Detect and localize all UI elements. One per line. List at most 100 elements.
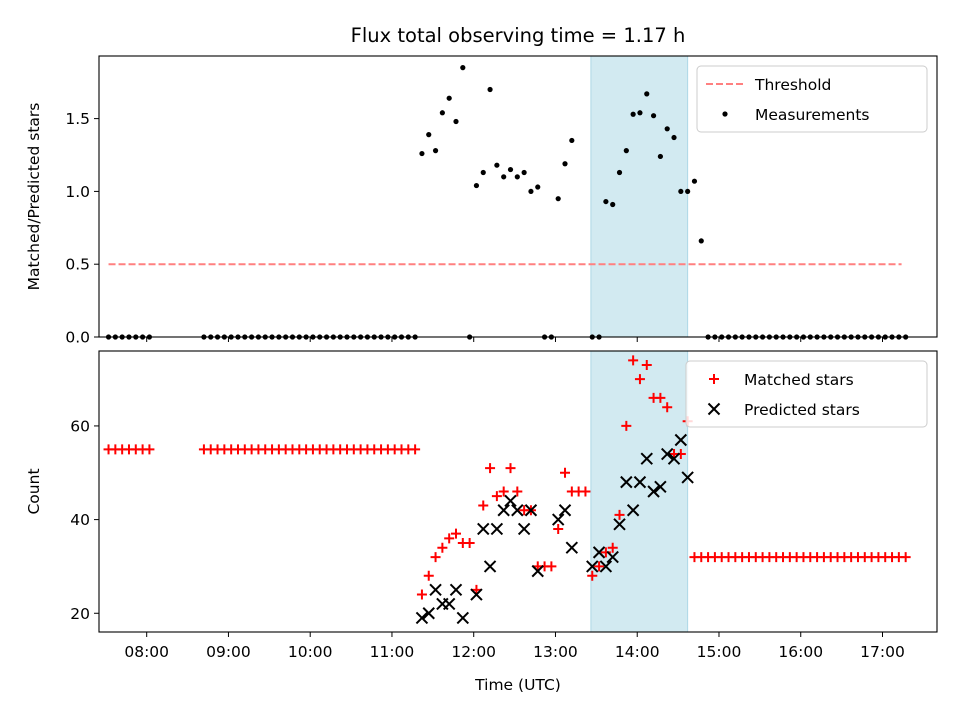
data-point <box>446 95 452 101</box>
y-axis-label: Count <box>25 468 43 514</box>
highlight-span <box>590 55 689 338</box>
legend: Threshold Measurements <box>696 65 928 133</box>
data-point <box>657 153 663 160</box>
data-point <box>491 491 502 502</box>
data-point <box>647 485 660 498</box>
data-point <box>569 137 575 144</box>
data-point <box>614 509 625 520</box>
legend-marker <box>707 402 721 416</box>
axes-frame <box>98 350 938 633</box>
data-point <box>620 475 633 489</box>
data-point <box>630 111 636 117</box>
x-tick-label: 12:00 <box>451 643 496 661</box>
data-point <box>505 463 516 474</box>
data-point <box>497 504 510 517</box>
data-point <box>613 518 626 531</box>
data-point <box>477 522 490 536</box>
data-point <box>470 588 483 601</box>
data-point <box>451 528 462 539</box>
data-point <box>674 433 688 447</box>
data-point <box>650 113 657 119</box>
data-point <box>900 552 911 563</box>
data-point <box>456 611 470 625</box>
data-point <box>419 150 425 157</box>
x-tick-label: 14:00 <box>615 643 660 661</box>
y-tick-label: 0.5 <box>65 256 90 274</box>
bottom-panel: 20 40 60 08:00 09:00 10:00 11:00 12:00 13:00 14:0… <box>25 350 938 661</box>
top-panel: 0.0 0.5 1.0 1.5 Matched/Predicted stars Thres… <box>25 55 938 347</box>
data-point <box>691 178 698 184</box>
data-point <box>662 402 673 413</box>
legend-label: Matched stars <box>744 371 854 389</box>
legend-label: Measurements <box>755 106 870 124</box>
x-tick-label: 11:00 <box>370 643 415 661</box>
data-point <box>551 513 565 526</box>
legend-marker <box>722 111 728 117</box>
data-point <box>641 360 652 371</box>
data-point <box>437 542 448 553</box>
data-point <box>429 583 442 597</box>
data-point <box>580 486 591 497</box>
data-point <box>511 504 524 517</box>
data-point <box>528 188 534 195</box>
data-point <box>565 541 579 554</box>
y-tick-label: 20 <box>70 605 90 623</box>
y-axis-label: Matched/Predicted stars <box>25 103 43 291</box>
legend-label: Predicted stars <box>744 401 860 419</box>
axes-frame <box>98 55 938 338</box>
data-point <box>616 169 623 176</box>
data-point <box>681 471 694 484</box>
data-point <box>640 452 653 465</box>
data-point <box>558 504 572 517</box>
data-point <box>416 589 427 600</box>
data-point <box>422 607 435 620</box>
data-point <box>442 597 456 611</box>
legend-marker <box>709 374 719 384</box>
data-point <box>410 444 421 455</box>
data-point <box>439 110 445 116</box>
x-tick-label: 13:00 <box>533 643 578 661</box>
y-tick-label: 60 <box>70 417 90 435</box>
highlight-span <box>590 350 689 633</box>
series-matched-stars <box>103 355 911 600</box>
data-point <box>621 420 632 431</box>
data-point <box>634 374 645 385</box>
data-point <box>628 355 639 366</box>
data-point <box>546 561 557 572</box>
y-tick-label: 40 <box>70 511 90 529</box>
data-point <box>444 533 455 544</box>
data-point <box>610 201 616 208</box>
data-point <box>426 132 432 138</box>
legend-box <box>696 65 928 133</box>
data-point <box>553 523 564 534</box>
data-point <box>599 560 613 573</box>
legend-box <box>685 360 928 428</box>
data-point <box>603 198 609 205</box>
data-point <box>607 542 618 553</box>
data-point <box>594 561 605 572</box>
data-point <box>480 169 486 176</box>
data-point <box>586 560 599 573</box>
data-point <box>460 65 466 71</box>
data-point <box>483 560 497 573</box>
data-point <box>660 447 674 461</box>
x-tick-label: 16:00 <box>778 643 823 661</box>
data-point <box>485 463 496 474</box>
data-point <box>633 475 647 489</box>
data-point <box>453 118 459 125</box>
x-tick-label: 08:00 <box>124 643 169 661</box>
data-point <box>144 444 155 455</box>
data-point <box>524 504 538 517</box>
data-point <box>587 570 598 581</box>
x-axis-label: Time (UTC) <box>474 676 561 694</box>
data-point <box>606 550 619 564</box>
data-point <box>487 86 493 93</box>
data-point <box>664 126 670 132</box>
data-point <box>562 161 568 167</box>
data-point <box>671 134 677 141</box>
x-tick-label: 10:00 <box>288 643 333 661</box>
data-point <box>535 184 541 190</box>
data-point <box>494 162 500 168</box>
x-tick-label: 17:00 <box>860 643 905 661</box>
